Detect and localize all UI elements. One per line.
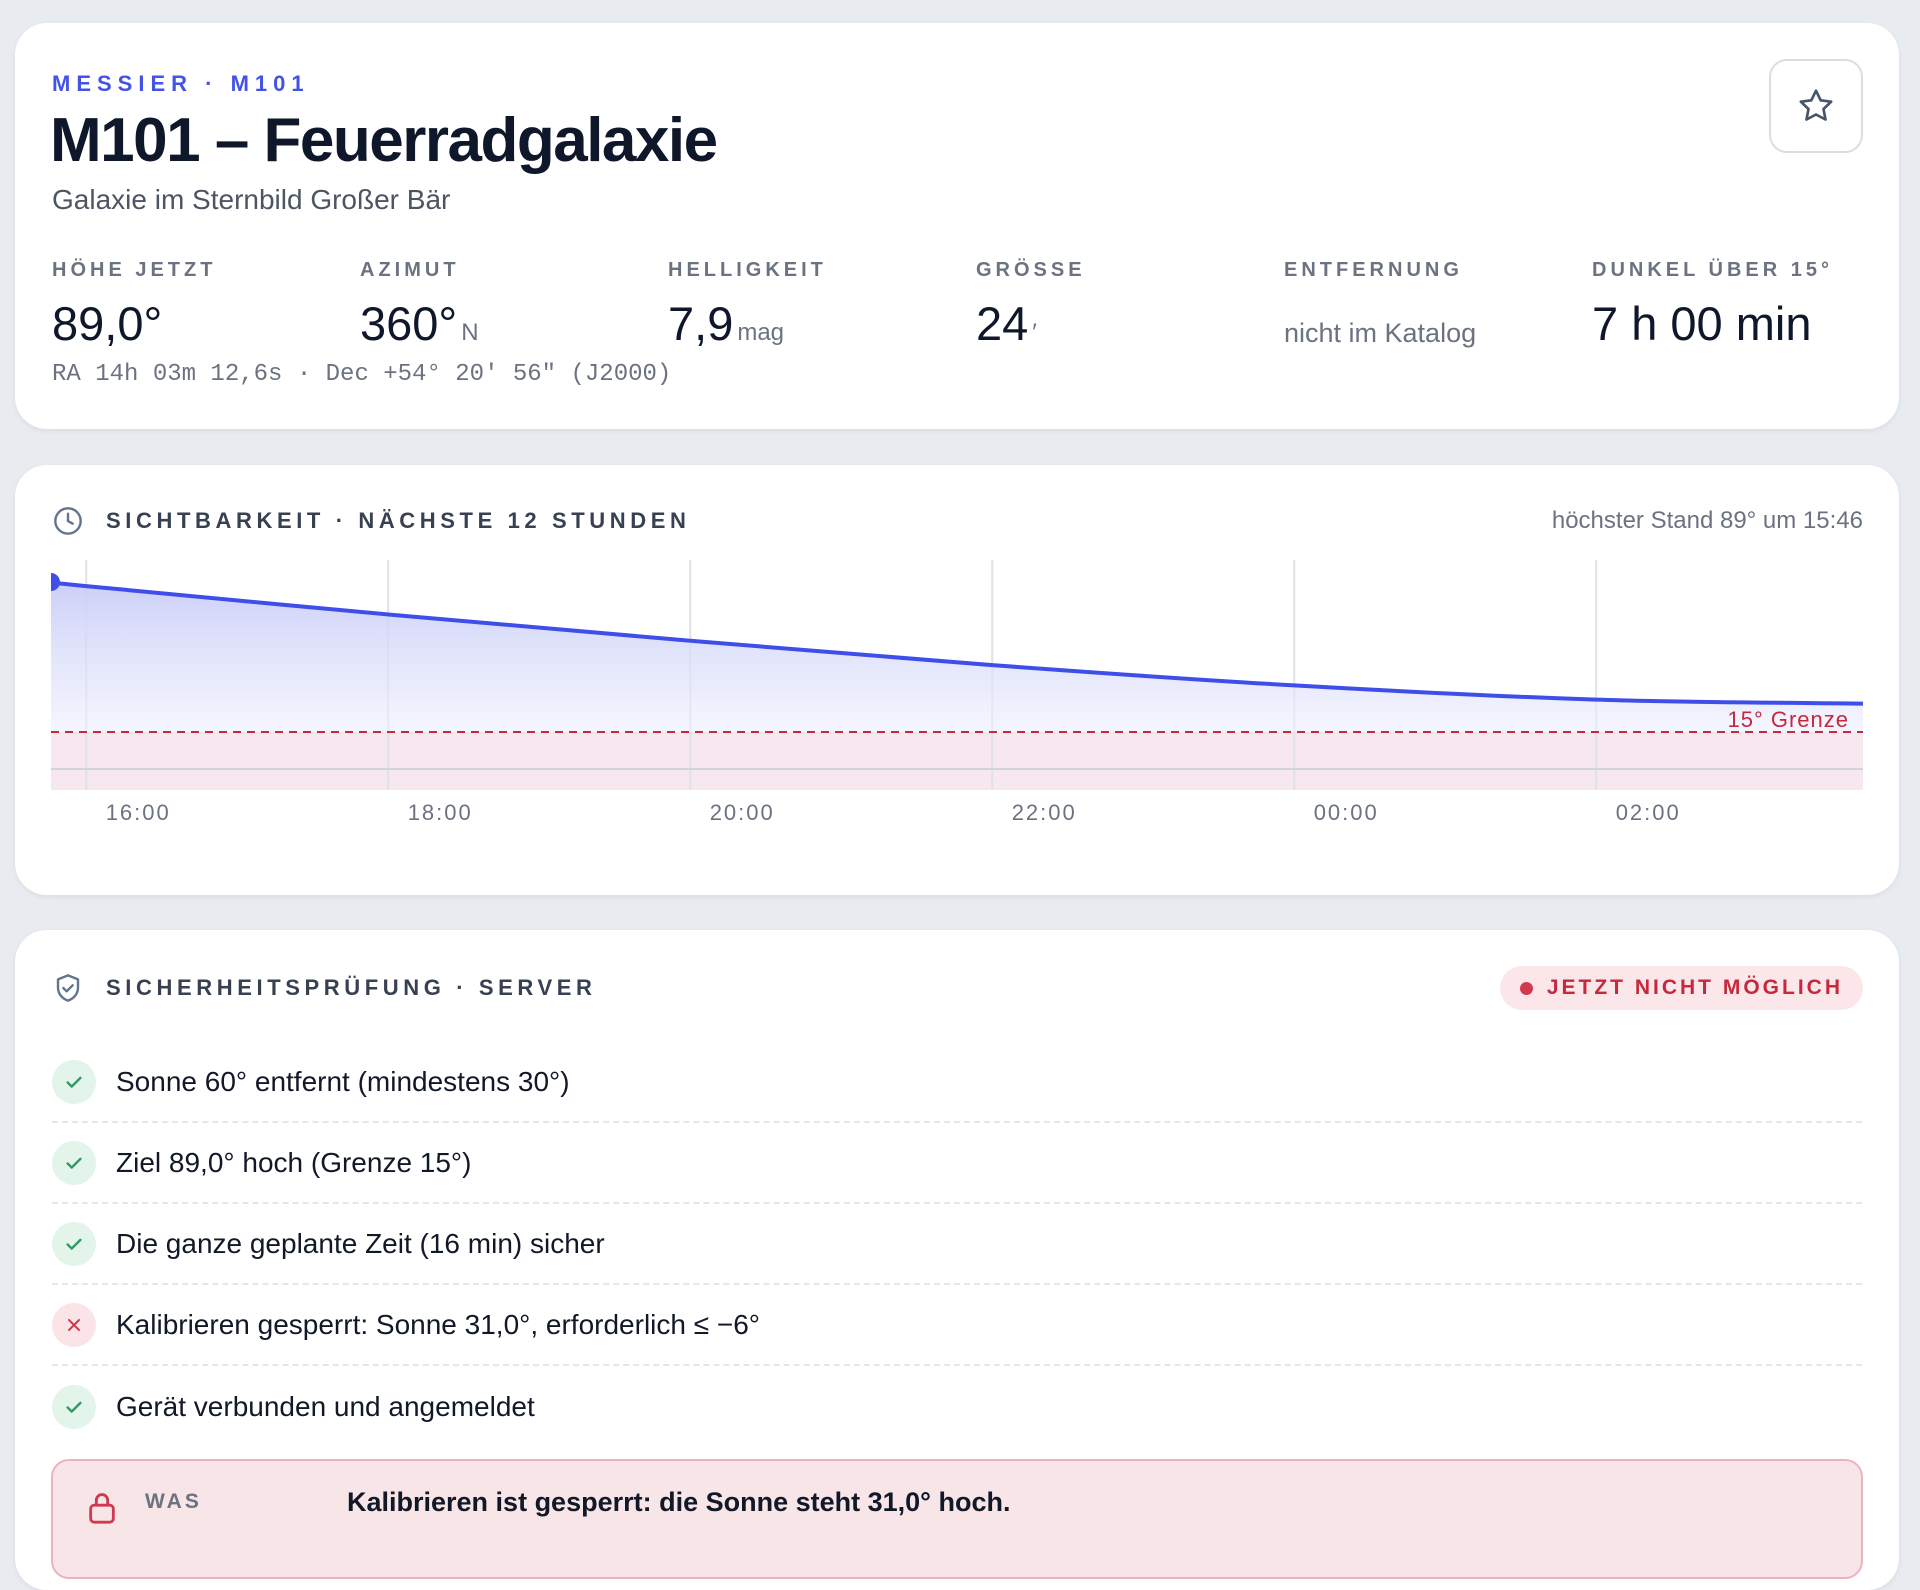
altitude-line — [51, 580, 1863, 706]
page-subtitle: Galaxie im Sternbild Großer Bär — [52, 184, 451, 215]
check-item: Kalibrieren gesperrt: Sonne 31,0°, erfor… — [52, 1285, 1862, 1366]
stat-azimuth: AZIMUT 360° N — [360, 259, 650, 347]
stat-number: 7,9 — [668, 297, 734, 350]
check-text: Sonne 60° entfernt (mindestens 30°) — [116, 1065, 570, 1097]
check-text: Gerät verbunden und angemeldet — [116, 1390, 535, 1422]
stat-unit: mag — [737, 319, 785, 346]
check-item: Sonne 60° entfernt (mindestens 30°) — [52, 1042, 1862, 1123]
star-icon — [1799, 89, 1833, 121]
stat-label: GRÖSSE — [976, 259, 1086, 281]
stat-size: GRÖSSE 24 ′ — [976, 259, 1266, 347]
stat-number: 360° — [360, 297, 458, 350]
check-pass-icon — [52, 1221, 96, 1266]
stat-label: AZIMUT — [360, 259, 460, 281]
stat-label: HELLIGKEIT — [668, 259, 827, 281]
status-dot — [1519, 981, 1533, 995]
stat-value: 89,0° — [52, 300, 342, 347]
peak-note: höchster Stand 89° um 15:46 — [1551, 507, 1863, 534]
page-title: M101 – Feuerradgalaxie — [50, 106, 718, 175]
stat-number: 7 h 00 min — [1592, 297, 1812, 350]
x-tick-label: 22:00 — [1012, 800, 1077, 825]
grid-lines — [85, 560, 1598, 790]
check-list: Sonne 60° entfernt (mindestens 30°) Ziel… — [52, 1042, 1862, 1447]
visibility-card: SICHTBARKEIT · NÄCHSTE 12 STUNDEN höchst… — [15, 465, 1899, 895]
safety-header: SICHERHEITSPRÜFUNG · SERVER — [52, 972, 597, 1004]
stat-value: 24 ′ — [976, 300, 1266, 347]
stat-altitude: HÖHE JETZT 89,0° — [52, 259, 342, 347]
stat-unit: ′ — [1032, 319, 1037, 346]
clock-icon — [54, 507, 82, 535]
below-limit-zone — [51, 732, 1863, 790]
limit-label: 15° Grenze — [1727, 707, 1849, 732]
stat-label: DUNKEL ÜBER 15° — [1592, 259, 1833, 281]
blocked-alert: WAS Kalibrieren ist gesperrt: die Sonne … — [51, 1459, 1863, 1579]
x-tick-label: 18:00 — [408, 800, 473, 825]
check-item: Die ganze geplante Zeit (16 min) sicher — [52, 1204, 1862, 1285]
stat-label: HÖHE JETZT — [52, 259, 217, 281]
check-pass-icon — [52, 1140, 96, 1185]
check-text: Kalibrieren gesperrt: Sonne 31,0°, erfor… — [116, 1308, 760, 1340]
stat-value: 360° N — [360, 300, 650, 347]
stat-label: ENTFERNUNG — [1284, 259, 1463, 281]
check-item: Ziel 89,0° hoch (Grenze 15°) — [52, 1123, 1862, 1204]
check-fail-icon — [52, 1302, 96, 1347]
x-axis-labels: 16:00 18:00 20:00 22:00 00:00 02:00 — [106, 800, 1681, 825]
stat-unit: N — [461, 319, 479, 346]
visibility-title: SICHTBARKEIT · NÄCHSTE 12 STUNDEN — [106, 508, 691, 533]
stat-distance: ENTFERNUNG nicht im Katalog — [1284, 259, 1574, 349]
stat-value: 7 h 00 min — [1592, 300, 1882, 347]
alert-text: Kalibrieren ist gesperrt: die Sonne steh… — [347, 1487, 1011, 1517]
safety-check-card: SICHERHEITSPRÜFUNG · SERVER JETZT NICHT … — [15, 930, 1899, 1590]
stat-magnitude: HELLIGKEIT 7,9 mag — [668, 259, 958, 347]
check-item: Gerät verbunden und angemeldet — [52, 1366, 1862, 1447]
x-tick-label: 16:00 — [106, 800, 171, 825]
x-tick-label: 02:00 — [1616, 800, 1681, 825]
visibility-header: SICHTBARKEIT · NÄCHSTE 12 STUNDEN — [52, 505, 691, 537]
object-header-card: MESSIER · M101 M101 – Feuerradgalaxie Ga… — [15, 23, 1899, 429]
safety-title: SICHERHEITSPRÜFUNG · SERVER — [106, 975, 597, 1000]
visibility-chart: 15° Grenze 16:00 18:00 20:00 22:00 00:00 02:0… — [51, 560, 1863, 825]
stat-dark-time: DUNKEL ÜBER 15° 7 h 00 min — [1592, 259, 1882, 347]
stat-number: 24 — [976, 297, 1029, 350]
check-text: Ziel 89,0° hoch (Grenze 15°) — [116, 1146, 472, 1178]
current-position-dot — [51, 573, 60, 592]
check-pass-icon — [52, 1384, 96, 1429]
check-pass-icon — [52, 1059, 96, 1104]
favorite-button[interactable] — [1769, 59, 1863, 153]
coordinates: RA 14h 03m 12,6s · Dec +54° 20′ 56″ (J20… — [52, 361, 672, 388]
stat-value: nicht im Katalog — [1284, 318, 1477, 348]
catalog-eyebrow: MESSIER · M101 — [52, 71, 310, 96]
x-tick-label: 20:00 — [710, 800, 775, 825]
stat-value: 7,9 mag — [668, 300, 958, 347]
check-text: Die ganze geplante Zeit (16 min) sicher — [116, 1227, 605, 1259]
status-badge: JETZT NICHT MÖGLICH — [1499, 966, 1863, 1010]
altitude-area — [51, 582, 1863, 732]
stats-row: HÖHE JETZT 89,0° AZIMUT 360° N HELLIGKEIT… — [52, 259, 1862, 369]
x-tick-label: 00:00 — [1314, 800, 1379, 825]
lock-icon — [89, 1493, 115, 1524]
alert-label: WAS — [145, 1490, 202, 1513]
stat-number: 89,0° — [52, 297, 163, 350]
status-text: JETZT NICHT MÖGLICH — [1546, 976, 1843, 999]
shield-check-icon — [56, 974, 80, 1002]
